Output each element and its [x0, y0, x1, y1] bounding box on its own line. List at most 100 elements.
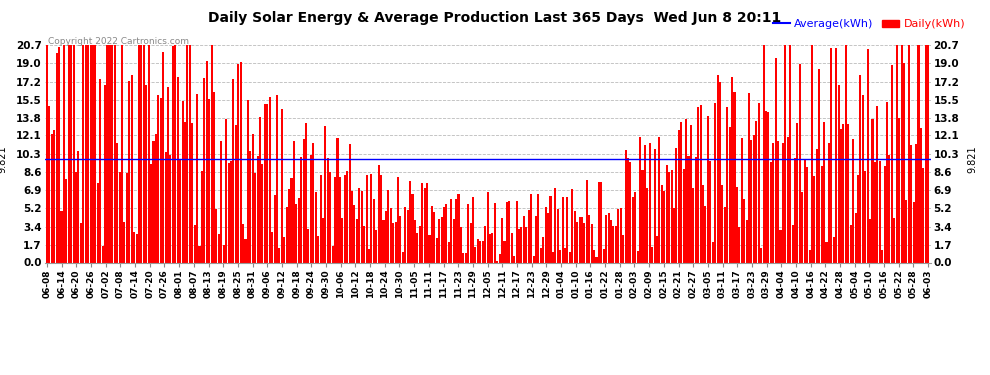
- Bar: [695, 157, 697, 262]
- Bar: [111, 45, 114, 262]
- Bar: [717, 75, 719, 262]
- Bar: [305, 123, 307, 262]
- Bar: [322, 218, 324, 262]
- Bar: [426, 183, 428, 262]
- Bar: [167, 87, 169, 262]
- Bar: [883, 166, 886, 262]
- Bar: [443, 207, 446, 262]
- Bar: [89, 45, 92, 262]
- Bar: [452, 219, 454, 262]
- Bar: [736, 187, 738, 262]
- Bar: [283, 237, 285, 262]
- Bar: [692, 188, 694, 262]
- Bar: [816, 148, 818, 262]
- Bar: [556, 210, 558, 262]
- Bar: [782, 143, 784, 262]
- Bar: [225, 119, 227, 262]
- Bar: [661, 184, 663, 262]
- Bar: [348, 144, 350, 262]
- Bar: [794, 158, 796, 262]
- Bar: [46, 45, 48, 262]
- Bar: [774, 58, 777, 262]
- Bar: [489, 234, 491, 262]
- Bar: [625, 150, 627, 262]
- Bar: [838, 85, 840, 262]
- Bar: [538, 194, 540, 262]
- Bar: [861, 95, 864, 262]
- Bar: [447, 242, 449, 262]
- Bar: [496, 261, 498, 262]
- Bar: [360, 191, 362, 262]
- Bar: [455, 199, 457, 262]
- Bar: [58, 47, 60, 262]
- Bar: [441, 217, 443, 262]
- Bar: [385, 210, 387, 262]
- Bar: [472, 196, 474, 262]
- Bar: [392, 223, 394, 262]
- Bar: [119, 172, 121, 262]
- Bar: [670, 170, 672, 262]
- Bar: [407, 210, 409, 262]
- Bar: [245, 239, 247, 262]
- Bar: [511, 233, 513, 262]
- Bar: [573, 210, 576, 262]
- Bar: [75, 172, 77, 262]
- Bar: [620, 209, 622, 262]
- Bar: [564, 248, 566, 262]
- Bar: [431, 206, 433, 262]
- Bar: [613, 226, 615, 262]
- Bar: [218, 234, 220, 262]
- Bar: [298, 198, 300, 262]
- Bar: [344, 174, 346, 262]
- Bar: [285, 207, 288, 262]
- Bar: [707, 116, 709, 262]
- Bar: [351, 191, 353, 262]
- Bar: [109, 45, 111, 262]
- Bar: [893, 218, 895, 262]
- Bar: [102, 246, 104, 262]
- Bar: [871, 119, 873, 262]
- Bar: [462, 254, 464, 262]
- Bar: [141, 45, 143, 262]
- Bar: [658, 136, 660, 262]
- Bar: [809, 250, 811, 262]
- Bar: [334, 177, 336, 262]
- Bar: [169, 154, 171, 262]
- Bar: [266, 104, 268, 262]
- Bar: [852, 139, 854, 262]
- Bar: [80, 224, 82, 262]
- Bar: [121, 45, 123, 262]
- Bar: [254, 173, 256, 262]
- Bar: [615, 226, 617, 262]
- Bar: [404, 207, 406, 262]
- Bar: [315, 192, 317, 262]
- Bar: [196, 94, 198, 262]
- Bar: [523, 216, 525, 262]
- Bar: [610, 220, 612, 262]
- Bar: [663, 191, 665, 262]
- Bar: [290, 178, 292, 262]
- Bar: [409, 181, 411, 262]
- Bar: [923, 168, 925, 262]
- Bar: [99, 79, 101, 262]
- Bar: [750, 141, 752, 262]
- Bar: [521, 227, 523, 262]
- Bar: [801, 192, 803, 262]
- Bar: [544, 207, 546, 262]
- Bar: [484, 226, 486, 262]
- Bar: [823, 122, 825, 262]
- Bar: [397, 177, 399, 262]
- Bar: [528, 210, 530, 262]
- Bar: [259, 117, 261, 262]
- Bar: [330, 172, 332, 262]
- Bar: [67, 45, 69, 262]
- Bar: [618, 209, 620, 262]
- Bar: [886, 102, 888, 262]
- Bar: [849, 225, 851, 262]
- Bar: [312, 143, 314, 262]
- Bar: [842, 124, 844, 262]
- Bar: [450, 199, 452, 262]
- Bar: [337, 138, 339, 262]
- Bar: [355, 219, 357, 262]
- Bar: [847, 124, 849, 262]
